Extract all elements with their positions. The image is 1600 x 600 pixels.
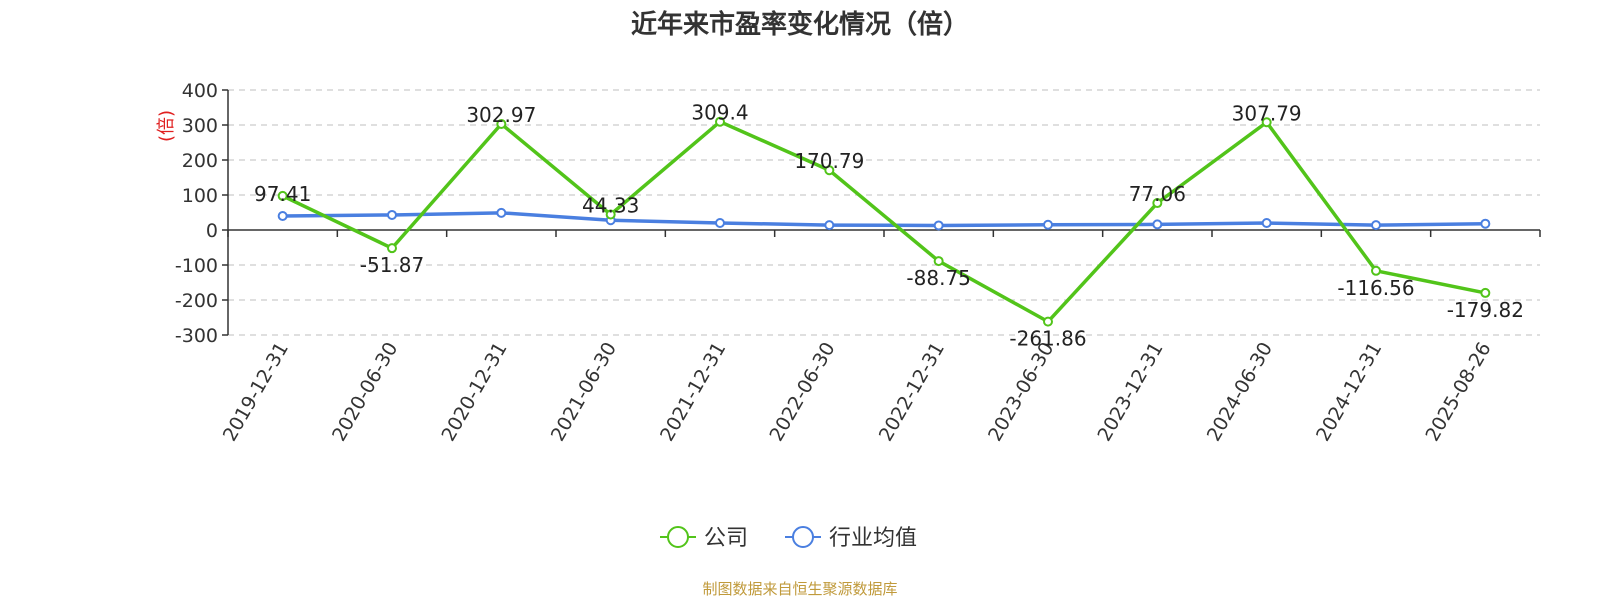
x-tick-label: 2021-12-31 — [656, 339, 730, 446]
data-label: 307.79 — [1232, 101, 1302, 125]
x-tick-label: 2023-06-30 — [984, 339, 1058, 446]
legend-label: 行业均值 — [829, 526, 917, 551]
data-point — [277, 211, 288, 221]
legend: 公司 行业均值 — [660, 526, 917, 551]
data-point — [933, 256, 944, 267]
data-point — [1480, 218, 1491, 229]
data-point — [715, 218, 725, 228]
data-label: 309.4 — [691, 101, 748, 125]
legend-label: 公司 — [704, 526, 748, 551]
x-tick-label: 2024-12-31 — [1312, 339, 1386, 446]
x-tick-label: 2024-06-30 — [1203, 339, 1277, 446]
y-axis-unit-label: (倍) — [156, 110, 177, 142]
data-point — [715, 116, 725, 127]
y-tick-label: 400 — [182, 80, 218, 102]
data-label: -88.75 — [906, 266, 970, 290]
data-point — [1043, 219, 1053, 230]
x-tick-label: 2023-12-31 — [1093, 339, 1167, 446]
data-point — [496, 118, 507, 129]
data-label: 97.41 — [254, 182, 311, 206]
y-tick-label: -100 — [175, 255, 218, 277]
data-label: -51.87 — [360, 253, 424, 277]
data-point — [387, 243, 397, 254]
data-labels: 97.41 -51.87 302.97 44.33 309.4 170.79 -88.75 -… — [254, 101, 1524, 351]
data-point — [1480, 287, 1491, 298]
data-label: 302.97 — [466, 103, 536, 127]
chart-title: 近年来市盈率变化情况（倍） — [630, 10, 969, 40]
x-tick-label: 2022-12-31 — [875, 339, 949, 446]
data-point — [1261, 117, 1272, 128]
data-point — [1152, 198, 1163, 209]
x-tick-label: 2022-06-30 — [765, 339, 839, 446]
data-point — [1371, 220, 1381, 231]
data-point — [1152, 219, 1163, 230]
data-label: -116.56 — [1337, 276, 1414, 300]
data-label: 77.06 — [1129, 182, 1186, 206]
data-point — [496, 207, 507, 218]
data-point — [824, 220, 835, 231]
data-point — [1043, 316, 1053, 327]
y-tick-label: 100 — [182, 185, 218, 207]
y-tick-label: 200 — [182, 150, 218, 172]
y-tick-label: -200 — [175, 290, 218, 312]
series-line — [280, 119, 1488, 324]
x-tick-label: 2020-06-30 — [328, 339, 402, 446]
y-tick-label: 0 — [206, 220, 218, 242]
data-point — [605, 209, 616, 220]
data-label: 170.79 — [794, 149, 864, 173]
series-line — [280, 211, 1488, 228]
x-tick-label: 2025-08-26 — [1421, 339, 1495, 446]
legend-marker — [667, 526, 689, 548]
data-label: -179.82 — [1447, 298, 1524, 322]
y-tick-label: -300 — [175, 325, 218, 347]
x-tick-label: 2021-06-30 — [547, 339, 621, 446]
data-point — [387, 209, 397, 220]
data-point — [1371, 265, 1381, 276]
data-point — [277, 190, 288, 201]
data-label: -261.86 — [1009, 327, 1086, 351]
source-note: 制图数据来自恒生聚源数据库 — [702, 580, 898, 598]
x-tick-label: 2019-12-31 — [219, 339, 293, 446]
data-point — [824, 165, 835, 176]
y-tick-label: 300 — [182, 115, 218, 137]
legend-marker — [792, 526, 814, 548]
x-tick-label: 2020-12-31 — [437, 339, 511, 446]
series-lines — [277, 116, 1491, 327]
data-point — [933, 220, 944, 231]
data-label: 44.33 — [582, 193, 639, 217]
data-point — [1261, 218, 1272, 228]
